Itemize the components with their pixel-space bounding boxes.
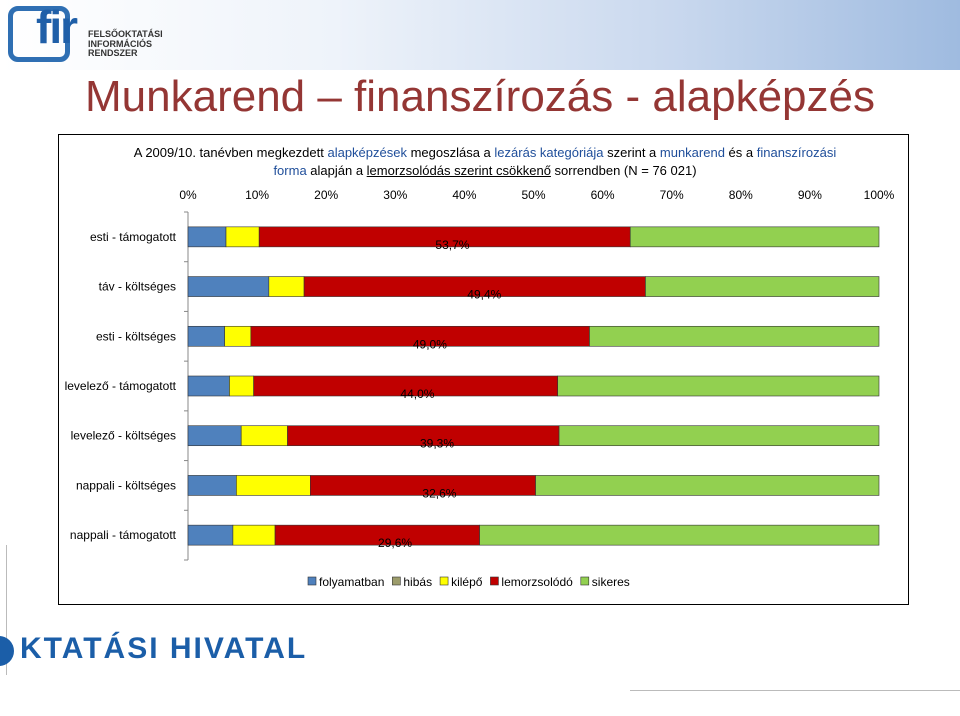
bar-segment-kilépő (236, 475, 311, 496)
subtitle-highlight: finanszírozási (756, 145, 837, 160)
data-label: 39,3% (420, 437, 454, 451)
bar-segment-sikeres (629, 226, 880, 248)
bar-segment-sikeres (589, 325, 880, 347)
logo-line-1: FELSŐOKTATÁSI (88, 29, 163, 39)
header-band (0, 0, 960, 70)
data-label: 32,6% (422, 486, 456, 500)
category-label: levelező - támogatott (65, 379, 177, 393)
x-tick-label: 40% (452, 188, 476, 202)
data-label: 49,4% (467, 288, 501, 302)
legend-swatch (392, 576, 401, 586)
bar-segment-folyamatban (187, 475, 237, 496)
x-tick-label: 60% (591, 188, 615, 202)
bar-segment-folyamatban (187, 226, 227, 248)
x-tick-label: 100% (864, 188, 895, 202)
subtitle-highlight: forma (273, 163, 307, 178)
bar-segment-kilépő (240, 425, 288, 447)
bar-segment-kilépő (225, 226, 260, 248)
x-tick-label: 20% (314, 188, 338, 202)
bar-segment-folyamatban (187, 276, 270, 297)
subtitle-highlight: munkarend (659, 145, 725, 160)
x-tick-label: 50% (521, 188, 545, 202)
logo-line-3: RENDSZER (88, 48, 138, 58)
subtitle-highlight: lezárás kategóriája (494, 145, 604, 160)
fir-logo: fir FELSŐOKTATÁSI INFORMÁCIÓS RENDSZER (8, 1, 178, 64)
subtitle-part: megoszlása a (406, 145, 495, 160)
category-label: esti - költséges (96, 329, 176, 343)
subtitle-part: szerint a (603, 145, 660, 160)
category-label: nappali - költséges (76, 478, 176, 492)
bar-segment-kilépő (268, 276, 305, 297)
subtitle-underlined: lemorzsolódás szerint csökkenő (366, 163, 551, 178)
data-label: 53,7% (435, 238, 469, 252)
legend-label: folyamatban (319, 575, 384, 589)
subtitle-highlight: alapképzések (327, 145, 407, 160)
logo-line-2: INFORMÁCIÓS (88, 38, 152, 49)
x-tick-label: 30% (383, 188, 407, 202)
logo-circle-icon (0, 636, 14, 666)
fir-logo-text: FELSŐOKTATÁSI INFORMÁCIÓS RENDSZER (88, 29, 163, 59)
x-tick-label: 70% (660, 188, 684, 202)
oktatasi-hivatal-text: KTATÁSI HIVATAL (20, 632, 308, 665)
bar-segment-folyamatban (187, 524, 234, 546)
bar-segment-sikeres (645, 276, 880, 297)
x-tick-label: 0% (179, 188, 197, 202)
subtitle-part: és a (724, 145, 757, 160)
chart-subtitle: A 2009/10. tanévben megkezdett alapképzé… (70, 144, 900, 180)
subtitle-part: A 2009/10. tanévben megkezdett (133, 145, 328, 160)
fir-logo-mark: fir (36, 1, 78, 53)
category-label: levelező - költséges (71, 429, 176, 443)
bar-segment-sikeres (479, 524, 880, 546)
decorative-line (630, 690, 960, 691)
legend-label: kilépő (451, 575, 483, 589)
bar-segment-kilépő (224, 325, 252, 347)
legend-swatch (307, 576, 317, 586)
legend-swatch (580, 576, 590, 586)
legend-label: lemorzsolódó (501, 575, 573, 589)
data-label: 49,0% (413, 337, 447, 351)
data-label: 44,0% (400, 387, 434, 401)
bar-segment-folyamatban (187, 325, 225, 347)
bar-segment-kilépő (232, 524, 276, 546)
category-label: esti - támogatott (90, 230, 177, 244)
bar-segment-sikeres (535, 475, 880, 496)
bar-segment-kilépő (229, 375, 254, 397)
page-title: Munkarend – finanszírozás - alapképzés (85, 72, 875, 121)
legend-label: hibás (403, 575, 432, 589)
x-tick-label: 80% (729, 188, 753, 202)
bar-segment-folyamatban (187, 375, 230, 397)
x-tick-label: 90% (798, 188, 822, 202)
data-label: 29,6% (378, 536, 412, 550)
bar-segment-sikeres (558, 425, 880, 447)
legend-swatch (439, 576, 449, 586)
oktatasi-hivatal-logo: KTATÁSI HIVATAL (0, 628, 340, 672)
decorative-line (6, 545, 7, 675)
bar-segment-sikeres (557, 375, 880, 397)
category-label: táv - költséges (99, 280, 176, 294)
subtitle-part: alapján a (306, 163, 367, 178)
bar-segment-folyamatban (187, 425, 242, 447)
legend-swatch (490, 576, 499, 586)
subtitle-part: sorrendben (N = 76 021) (550, 163, 697, 178)
category-label: nappali - támogatott (70, 528, 177, 542)
legend-label: sikeres (592, 575, 630, 589)
fir-logo-frame (8, 6, 70, 62)
x-tick-label: 10% (245, 188, 269, 202)
